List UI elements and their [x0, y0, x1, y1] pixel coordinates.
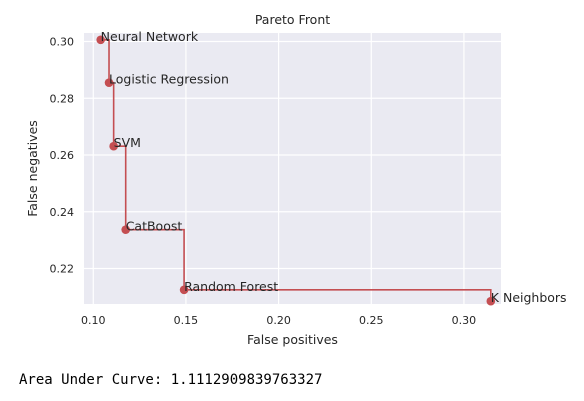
data-point — [486, 296, 496, 306]
y-tick-label: 0.22 — [50, 263, 75, 276]
pareto-step-line — [100, 39, 492, 302]
tick-labels: 0.10 0.15 0.20 0.25 0.30 0.22 0.24 0.26 0.28 0.30 — [50, 36, 477, 327]
pareto-chart: Pareto Front 0.10 0.15 0.20 0.25 0.30 0.22 0.2… — [25, 12, 567, 347]
point-label: Logistic Regression — [109, 72, 229, 87]
y-tick-label: 0.24 — [50, 206, 75, 219]
point-label: Neural Network — [101, 29, 199, 44]
x-tick-label: 0.25 — [359, 314, 384, 327]
data-point — [104, 78, 114, 87]
x-tick-label: 0.10 — [81, 314, 106, 327]
area-under-curve-output: Area Under Curve: 1.1112909839763327 — [19, 372, 323, 388]
point-labels: Neural Network Logistic Regression SVM CatB… — [101, 29, 567, 305]
data-point — [179, 285, 189, 295]
x-tick-label: 0.20 — [266, 314, 291, 327]
plot-area — [84, 33, 501, 304]
series-pareto-front — [96, 35, 496, 306]
data-point — [121, 225, 130, 234]
point-label: SVM — [114, 135, 141, 150]
grid-lines — [84, 33, 501, 304]
data-point — [109, 141, 118, 151]
y-axis-label: False negatives — [25, 120, 40, 217]
point-label: CatBoost — [126, 219, 183, 234]
y-tick-label: 0.26 — [50, 149, 75, 162]
y-tick-label: 0.28 — [50, 92, 75, 105]
y-tick-label: 0.30 — [50, 36, 75, 49]
x-tick-label: 0.30 — [452, 314, 477, 327]
chart-title: Pareto Front — [255, 12, 330, 27]
x-tick-label: 0.15 — [174, 314, 199, 327]
point-label: K Neighbors — [491, 290, 567, 305]
data-point — [96, 35, 105, 45]
point-label: Random Forest — [184, 279, 278, 294]
x-axis-label: False positives — [247, 332, 338, 347]
